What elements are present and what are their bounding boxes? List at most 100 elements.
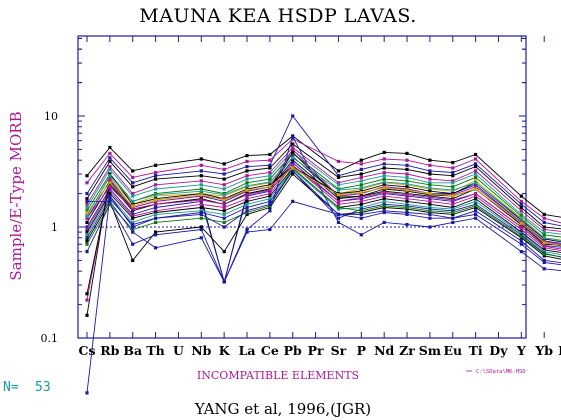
y-axis-label: Sample/E-Type MORB bbox=[7, 111, 25, 280]
data-point bbox=[268, 209, 272, 213]
category-label: Ce bbox=[261, 343, 279, 358]
category-label: Cs bbox=[79, 343, 96, 358]
data-point bbox=[451, 209, 455, 213]
data-point bbox=[428, 192, 432, 196]
data-point bbox=[199, 216, 203, 220]
data-point bbox=[451, 166, 455, 170]
data-point bbox=[359, 186, 363, 190]
data-point bbox=[85, 181, 89, 185]
data-point bbox=[199, 236, 203, 240]
data-point bbox=[336, 212, 341, 216]
data-point bbox=[405, 202, 409, 206]
series-4 bbox=[85, 142, 561, 230]
data-point bbox=[428, 183, 432, 187]
data-point bbox=[154, 212, 158, 216]
data-point bbox=[291, 161, 295, 165]
data-point bbox=[108, 165, 112, 169]
data-point bbox=[474, 157, 478, 161]
sample-count-value: 53 bbox=[35, 380, 51, 395]
data-point bbox=[245, 174, 249, 178]
data-point bbox=[405, 179, 409, 183]
data-point bbox=[542, 241, 546, 245]
data-point bbox=[199, 179, 203, 183]
data-point bbox=[359, 179, 363, 183]
data-point bbox=[199, 187, 203, 191]
category-label: K bbox=[219, 343, 231, 358]
data-point bbox=[474, 202, 478, 206]
data-point bbox=[336, 205, 341, 210]
category-label: Zr bbox=[399, 343, 415, 358]
data-point bbox=[108, 199, 112, 203]
data-point bbox=[359, 175, 363, 179]
data-point bbox=[108, 192, 112, 196]
data-point bbox=[222, 220, 226, 224]
data-point bbox=[359, 210, 363, 215]
data-point bbox=[85, 212, 89, 216]
y-tick-label: 10 bbox=[44, 110, 58, 123]
data-point bbox=[154, 220, 158, 224]
data-point bbox=[428, 210, 432, 215]
data-point bbox=[85, 239, 89, 243]
data-point bbox=[359, 190, 363, 194]
data-point bbox=[474, 216, 478, 220]
data-point bbox=[474, 204, 478, 208]
data-point bbox=[451, 188, 455, 192]
data-point bbox=[474, 199, 478, 203]
data-point bbox=[359, 172, 363, 176]
data-point bbox=[405, 158, 409, 162]
data-point bbox=[519, 217, 523, 221]
data-point bbox=[291, 145, 295, 150]
data-point bbox=[405, 182, 409, 186]
data-point bbox=[268, 174, 272, 178]
data-point bbox=[154, 230, 158, 234]
data-point bbox=[474, 169, 478, 173]
data-point bbox=[336, 207, 341, 211]
data-point bbox=[131, 185, 135, 189]
data-point bbox=[405, 167, 409, 171]
data-point bbox=[474, 172, 478, 176]
data-point bbox=[542, 254, 546, 258]
data-point bbox=[359, 158, 363, 162]
data-point bbox=[382, 197, 386, 201]
category-label: Y bbox=[516, 343, 527, 358]
data-point bbox=[519, 212, 523, 216]
data-point bbox=[451, 179, 455, 183]
series-line bbox=[86, 159, 561, 284]
data-point bbox=[542, 244, 546, 248]
data-point bbox=[519, 235, 523, 239]
data-point bbox=[85, 205, 89, 210]
data-point bbox=[268, 188, 272, 192]
data-point bbox=[474, 183, 478, 187]
data-point bbox=[154, 193, 158, 197]
data-point bbox=[199, 209, 203, 213]
data-point bbox=[85, 216, 89, 220]
sample-count: N= 53 bbox=[3, 380, 51, 395]
data-point bbox=[199, 169, 203, 173]
data-point bbox=[291, 156, 295, 160]
data-point bbox=[428, 212, 432, 216]
data-point bbox=[542, 250, 546, 254]
data-point bbox=[382, 199, 386, 203]
data-point bbox=[268, 163, 272, 167]
data-point bbox=[359, 183, 363, 187]
data-point bbox=[474, 152, 478, 157]
data-point bbox=[199, 183, 203, 187]
data-point bbox=[222, 187, 226, 191]
data-point bbox=[382, 194, 386, 198]
data-point bbox=[405, 205, 409, 210]
data-point bbox=[108, 181, 112, 185]
data-point bbox=[268, 192, 272, 196]
data-point bbox=[336, 216, 341, 220]
data-point bbox=[199, 225, 203, 229]
data-point bbox=[85, 210, 89, 215]
data-point bbox=[268, 227, 272, 232]
data-point bbox=[85, 233, 89, 237]
data-point bbox=[245, 181, 249, 185]
data-point bbox=[131, 214, 135, 218]
data-point bbox=[108, 175, 112, 179]
data-point bbox=[519, 214, 523, 218]
data-point bbox=[336, 199, 341, 203]
category-label: Sr bbox=[331, 343, 347, 358]
data-point bbox=[291, 169, 295, 173]
category-label: Dy bbox=[489, 343, 508, 358]
